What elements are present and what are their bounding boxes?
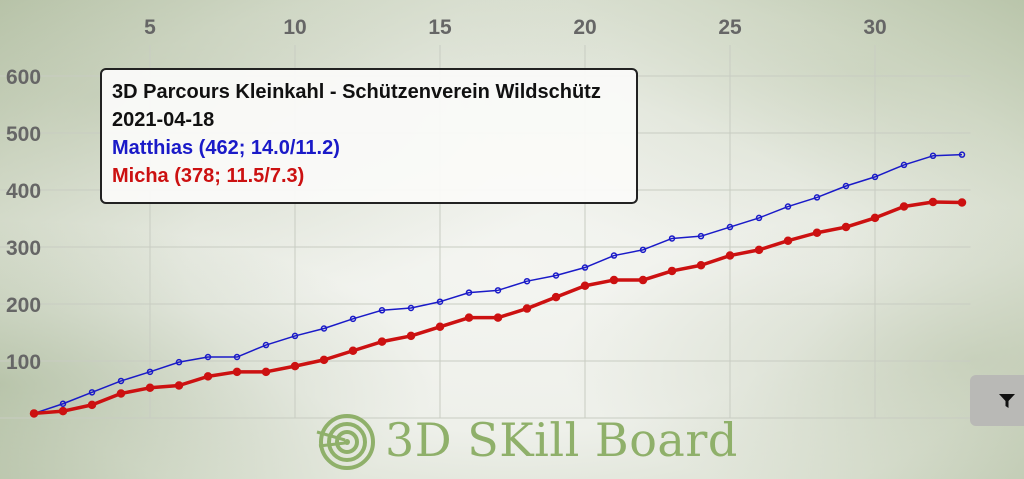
data-point-matthias <box>668 235 676 242</box>
data-point-matthias <box>465 289 473 296</box>
data-point-micha <box>928 197 938 207</box>
series-line-matthias <box>33 153 963 415</box>
series-line-micha <box>33 200 963 416</box>
data-point-micha <box>232 367 242 377</box>
data-point-matthias <box>175 358 183 366</box>
data-point-matthias <box>813 194 821 201</box>
data-point-matthias <box>697 232 705 240</box>
data-point-micha <box>725 251 735 260</box>
data-point-matthias <box>726 223 734 231</box>
data-point-matthias <box>581 264 589 271</box>
data-point-micha <box>812 228 822 237</box>
data-point-matthias <box>523 277 531 285</box>
x-tick-label: 5 <box>144 16 156 39</box>
data-point-micha <box>551 292 561 302</box>
data-point-micha <box>493 313 503 322</box>
logo-text: 3D SKill Board <box>385 413 738 467</box>
tooltip-title: 3D Parcours Kleinkahl - Schützenverein W… <box>112 81 601 103</box>
x-tick-label: 20 <box>573 16 596 39</box>
data-point-matthias <box>407 304 415 312</box>
data-point-micha <box>464 313 474 322</box>
x-tick-label: 25 <box>718 16 742 39</box>
data-point-micha <box>783 236 793 245</box>
data-point-micha <box>870 213 880 223</box>
data-point-micha <box>290 361 300 371</box>
y-tick-label: 600 <box>6 66 41 89</box>
data-point-micha <box>841 222 851 232</box>
data-point-matthias <box>117 377 125 385</box>
data-point-micha <box>522 304 532 313</box>
data-point-micha <box>609 275 619 285</box>
data-point-matthias <box>784 203 792 210</box>
data-point-micha <box>435 322 445 332</box>
data-point-matthias <box>146 368 154 376</box>
data-point-matthias <box>262 341 270 349</box>
filter-icon <box>999 394 1015 408</box>
data-point-matthias <box>958 151 966 158</box>
data-point-matthias <box>639 246 647 254</box>
data-point-matthias <box>291 332 299 340</box>
data-point-micha <box>116 389 126 398</box>
y-tick-label: 400 <box>6 180 41 203</box>
data-point-micha <box>87 400 97 410</box>
y-tick-label: 200 <box>6 294 41 317</box>
data-point-micha <box>174 381 184 390</box>
tooltip-line-matthias: Matthias (462; 14.0/11.2) <box>112 137 340 159</box>
data-point-matthias <box>552 272 560 279</box>
x-tick-label: 15 <box>428 16 452 39</box>
data-point-micha <box>580 281 590 291</box>
data-point-micha <box>261 367 271 377</box>
data-point-micha <box>957 198 967 207</box>
data-point-micha <box>203 372 213 381</box>
data-point-micha <box>319 355 329 365</box>
data-point-matthias <box>842 182 850 190</box>
data-point-matthias <box>755 214 763 222</box>
tooltip-date: 2021-04-18 <box>112 109 215 131</box>
data-point-matthias <box>929 152 937 160</box>
y-tick-label: 300 <box>6 237 41 260</box>
data-point-micha <box>899 202 909 211</box>
data-point-micha <box>29 409 39 418</box>
x-tick-label: 30 <box>863 16 886 39</box>
data-point-micha <box>638 275 648 285</box>
data-point-matthias <box>900 161 908 169</box>
data-point-micha <box>667 266 677 276</box>
data-point-micha <box>754 245 764 255</box>
target-logo-icon <box>316 414 375 470</box>
filter-button[interactable] <box>970 375 1024 426</box>
data-point-matthias <box>320 325 328 332</box>
x-tick-label: 10 <box>283 16 306 39</box>
data-point-matthias <box>204 353 212 361</box>
data-point-matthias <box>436 298 444 305</box>
chart-tooltip: 3D Parcours Kleinkahl - Schützenverein W… <box>100 68 638 204</box>
logo: 3D SKill Board <box>315 405 738 475</box>
data-point-matthias <box>349 315 357 323</box>
data-point-matthias <box>610 252 618 259</box>
data-point-micha <box>348 346 358 355</box>
tooltip-line-micha: Micha (378; 11.5/7.3) <box>112 165 305 187</box>
data-point-micha <box>406 331 416 341</box>
data-point-micha <box>58 406 68 416</box>
data-point-micha <box>145 383 155 393</box>
data-point-matthias <box>88 389 96 396</box>
data-point-matthias <box>59 400 67 407</box>
y-tick-label: 100 <box>6 351 41 374</box>
data-point-matthias <box>378 307 386 314</box>
y-tick-label: 500 <box>6 123 41 146</box>
data-point-micha <box>377 337 387 346</box>
data-point-micha <box>696 260 706 270</box>
data-point-matthias <box>233 353 241 361</box>
data-point-matthias <box>494 287 502 294</box>
data-point-matthias <box>871 173 879 181</box>
